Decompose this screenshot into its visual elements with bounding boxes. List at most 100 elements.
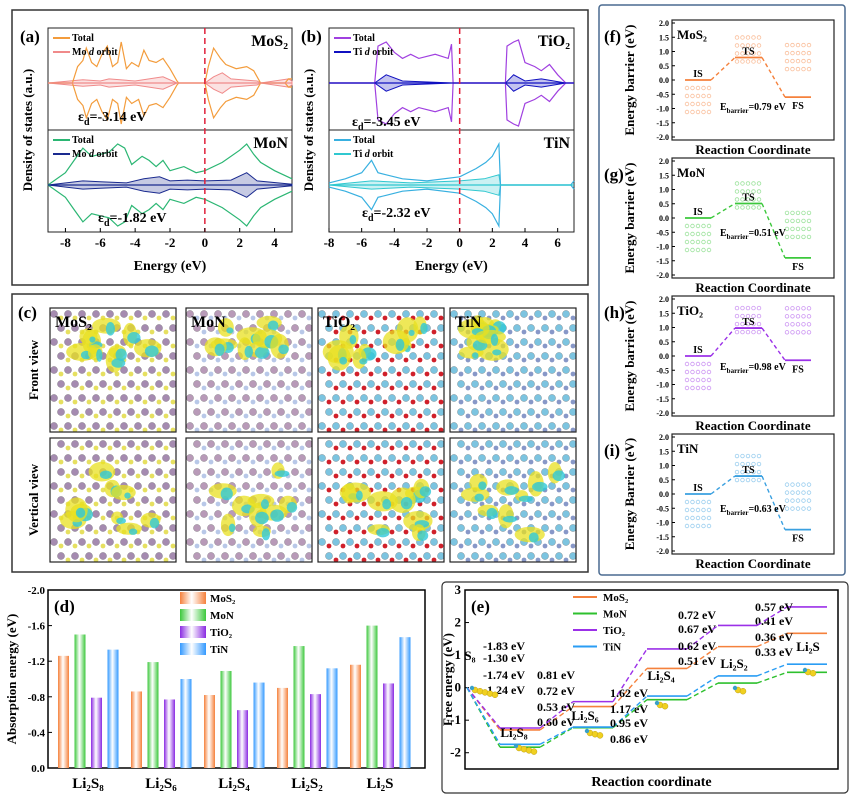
- atom: [389, 557, 395, 562]
- structure-thumbnail-atom: [795, 490, 801, 495]
- structure-thumbnail-atom: [740, 59, 745, 64]
- state-label-IS: IS: [693, 483, 703, 494]
- category-label: Li₂S: [366, 776, 393, 792]
- atom: [215, 529, 221, 535]
- atom: [472, 515, 478, 521]
- structure-thumbnail-atom: [706, 109, 712, 115]
- atom: [65, 413, 71, 419]
- atom: [58, 427, 64, 432]
- atom: [169, 524, 176, 532]
- bar-3-1: [293, 646, 305, 768]
- atom: [395, 380, 403, 388]
- atom: [170, 459, 176, 465]
- atom: [346, 510, 354, 518]
- atom: [396, 427, 402, 432]
- atom: [207, 408, 215, 416]
- atom: [64, 422, 72, 430]
- charge-depletion-blob: [127, 332, 141, 344]
- atom: [562, 510, 570, 518]
- atom: [417, 557, 423, 562]
- atom: [555, 552, 563, 560]
- atom: [534, 338, 542, 346]
- structure-thumbnail-atom: [684, 223, 690, 229]
- atom: [569, 468, 576, 476]
- atom: [292, 487, 298, 493]
- atom: [178, 530, 183, 535]
- atom: [114, 371, 120, 377]
- atom: [361, 473, 367, 479]
- atom: [291, 552, 299, 560]
- structure-thumbnail-atom: [740, 313, 745, 319]
- structure-thumbnail-atom: [751, 35, 756, 40]
- ed-value: =-3.45 eV: [364, 115, 421, 130]
- atom: [186, 510, 194, 518]
- atom: [534, 310, 542, 318]
- structure-thumbnail-atom: [684, 101, 690, 107]
- barrier-subscript: barrier: [727, 509, 749, 517]
- structure-thumbnail-atom: [795, 218, 801, 224]
- atom: [208, 371, 214, 377]
- atom: [78, 394, 86, 402]
- atom: [339, 408, 347, 416]
- state-label-TS: TS: [742, 465, 755, 476]
- atom: [423, 408, 431, 416]
- atom: [100, 487, 106, 493]
- structure-thumbnail-atom: [801, 506, 806, 511]
- structure-thumbnail-atom: [734, 469, 740, 475]
- atom: [521, 413, 527, 419]
- atom: [292, 315, 298, 321]
- atom: [549, 357, 555, 363]
- atom: [423, 552, 431, 560]
- atom: [64, 454, 72, 462]
- structure-thumbnail-atom: [801, 50, 806, 56]
- atom: [374, 338, 382, 346]
- structure-thumbnail-atom: [790, 306, 795, 311]
- atom: [527, 352, 535, 360]
- atom: [457, 408, 465, 416]
- atom: [493, 557, 499, 562]
- atom: [298, 366, 306, 374]
- atom: [85, 408, 93, 416]
- material-label: TiN: [544, 135, 571, 152]
- charge-depletion-blob: [278, 344, 289, 355]
- step-energy-label: 0.67 eV: [678, 622, 716, 636]
- y-tick-label: -1.2: [28, 656, 46, 668]
- atom: [162, 510, 170, 518]
- atom: [541, 324, 549, 332]
- structure-thumbnail-atom: [706, 515, 712, 521]
- atom: [424, 315, 430, 321]
- atom: [221, 408, 229, 416]
- atom: [403, 357, 409, 363]
- charge-depletion-blob: [502, 515, 518, 523]
- atom: [500, 399, 506, 405]
- atom: [520, 454, 528, 462]
- atom: [368, 515, 374, 521]
- atom: [381, 408, 389, 416]
- structure-thumbnail-atom: [701, 85, 706, 91]
- atom: [325, 552, 333, 560]
- atom: [306, 315, 312, 321]
- atom: [514, 543, 520, 549]
- atom: [556, 543, 562, 549]
- atom: [562, 482, 570, 490]
- tile-frame: [449, 437, 577, 563]
- atom: [200, 366, 208, 374]
- structure-thumbnail-atom: [784, 58, 790, 64]
- atom: [424, 543, 430, 549]
- atom: [256, 422, 264, 430]
- panel-label: (g): [604, 165, 624, 184]
- atom: [291, 408, 299, 416]
- charge-depletion-blob: [518, 495, 533, 503]
- atom: [264, 399, 270, 405]
- atom: [500, 371, 506, 377]
- structure-thumbnail-atom: [740, 477, 745, 483]
- atom: [318, 482, 326, 490]
- atom: [65, 445, 71, 451]
- atom: [464, 510, 472, 518]
- atom: [569, 440, 576, 448]
- structure-thumbnail-atom: [701, 499, 706, 505]
- atom: [242, 482, 250, 490]
- atom: [194, 459, 200, 465]
- atom: [485, 408, 493, 416]
